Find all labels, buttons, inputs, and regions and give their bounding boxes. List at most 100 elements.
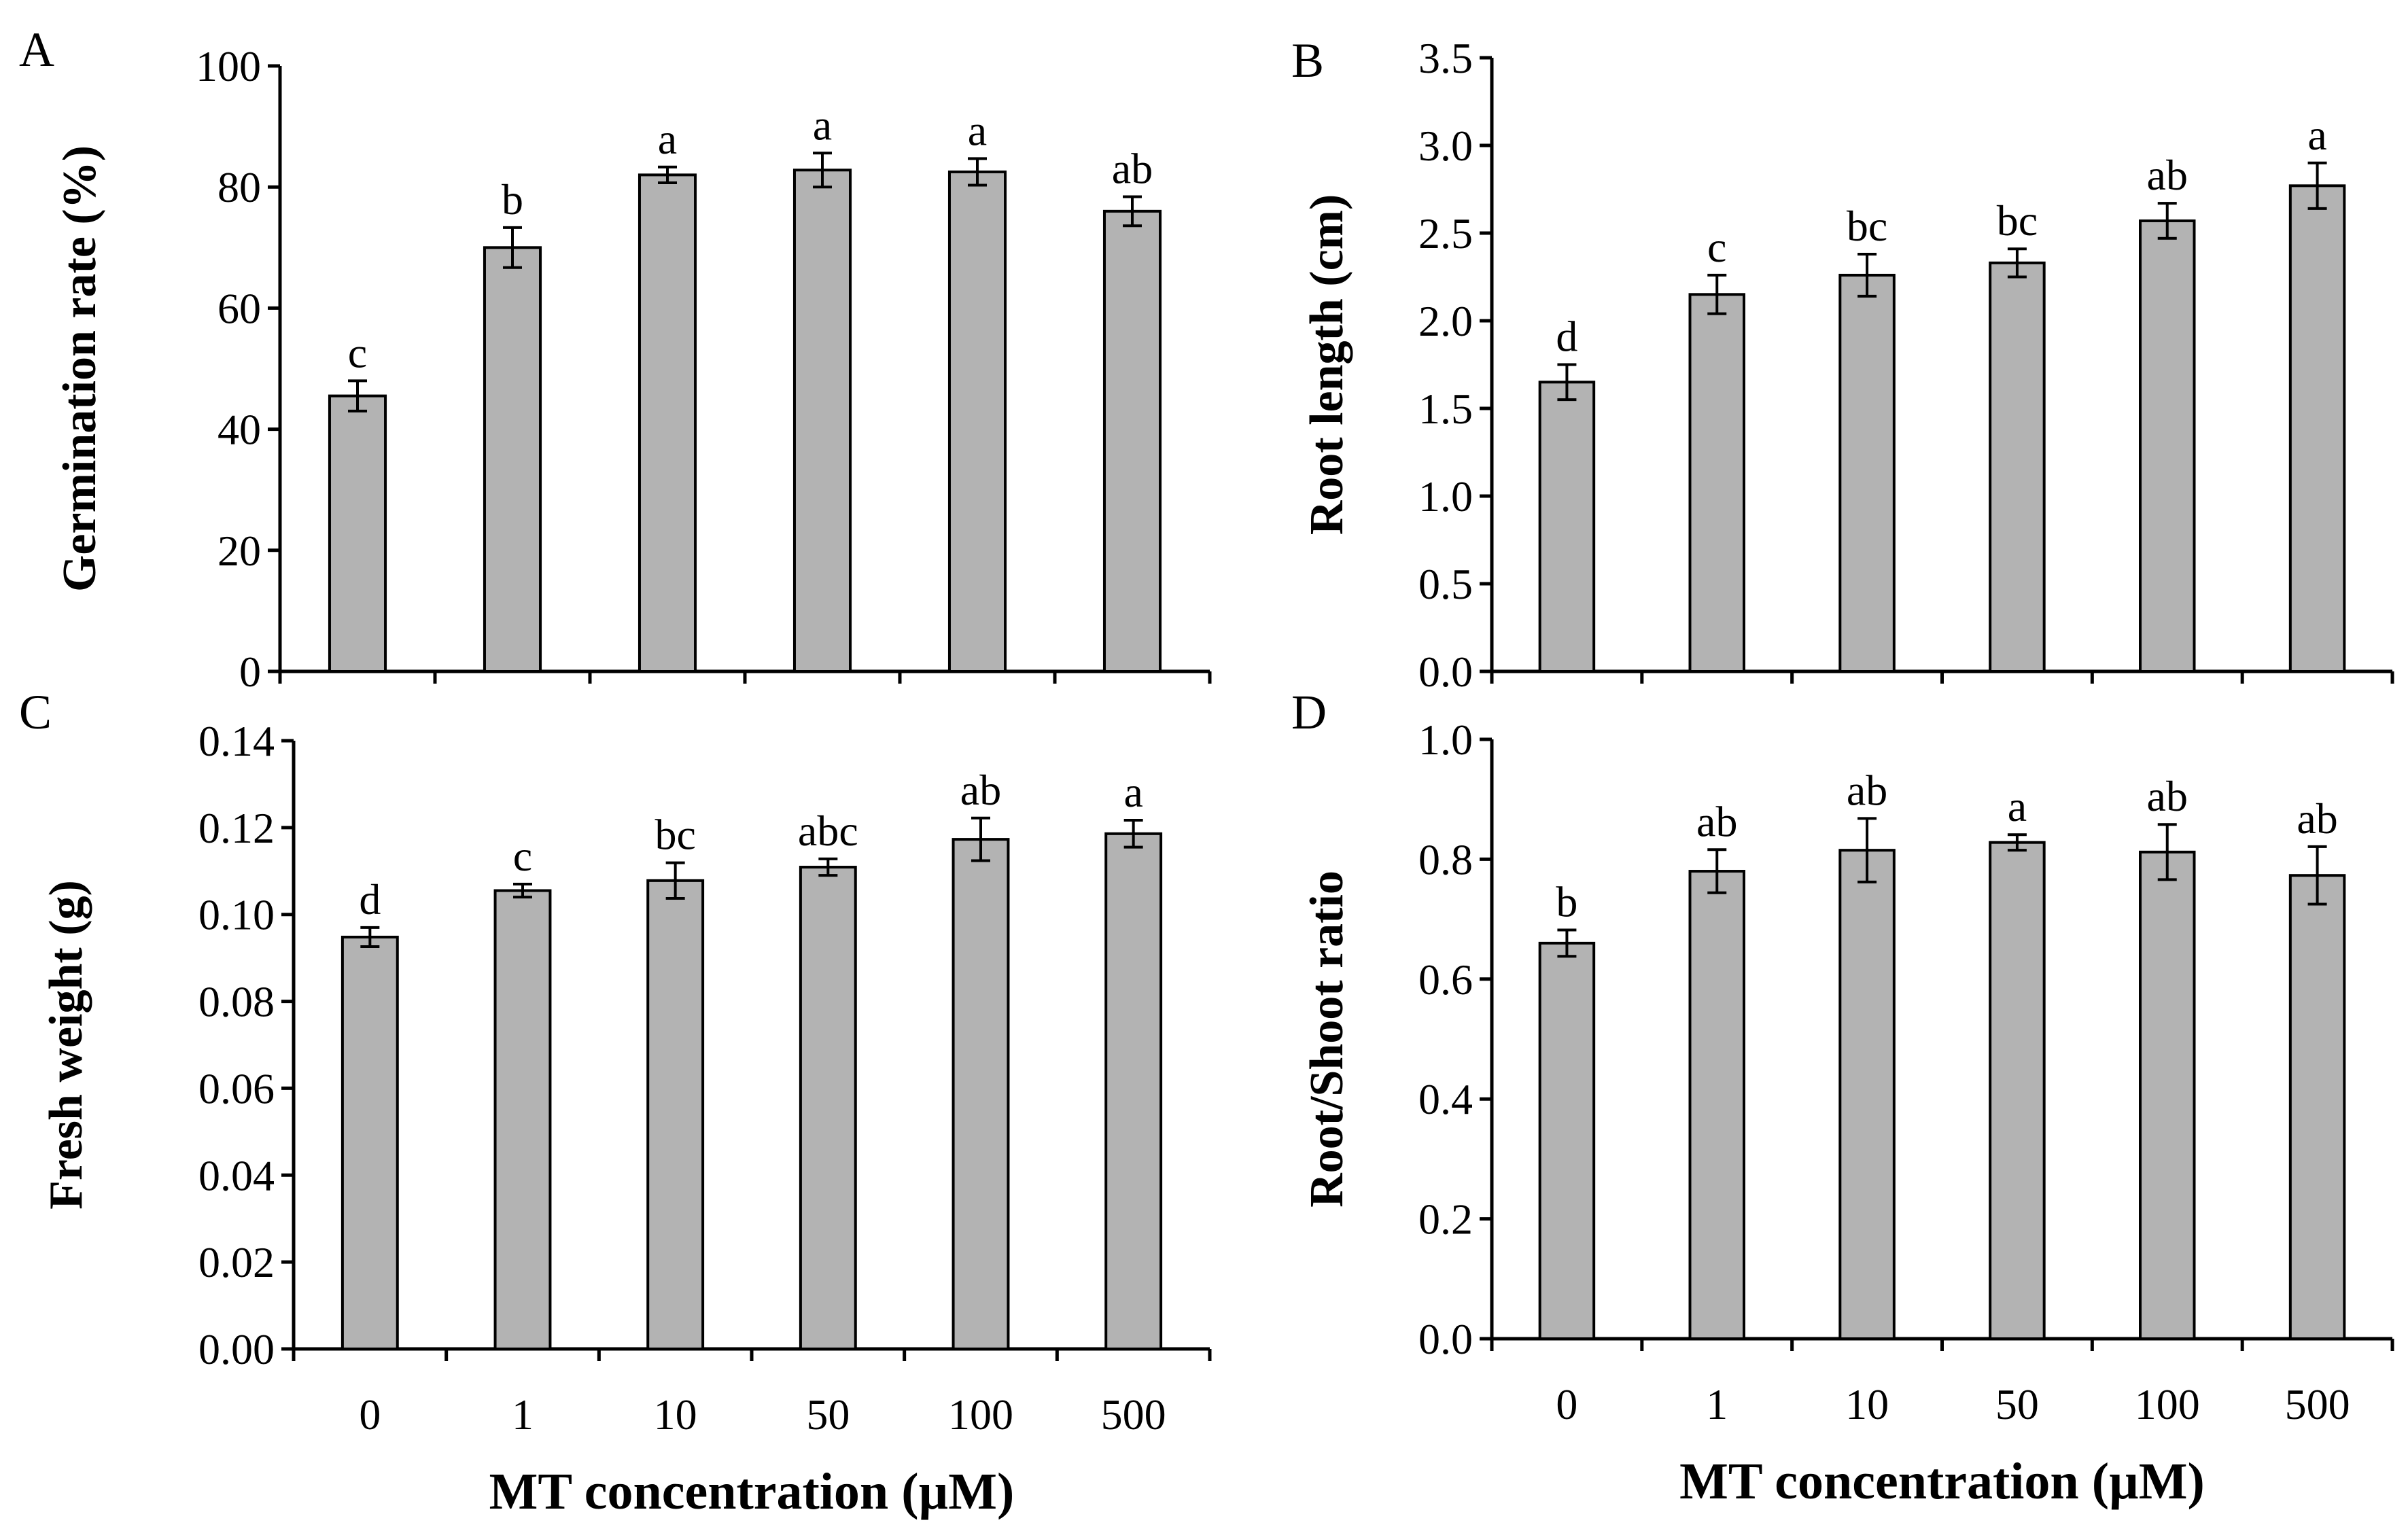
bar (638, 173, 697, 673)
y-tick-label: 0.2 (1418, 1195, 1473, 1244)
significance-label: b (1556, 877, 1577, 926)
significance-label: a (658, 115, 677, 163)
y-tick-label: 0.00 (198, 1325, 275, 1373)
x-axis-label: MT concentration (µM) (489, 1463, 1015, 1520)
significance-label: bc (655, 811, 695, 859)
x-tick-label: 1 (512, 1390, 534, 1439)
bar (2288, 874, 2346, 1340)
x-tick-label: 50 (1995, 1380, 2039, 1428)
x-tick-label: 100 (948, 1390, 1013, 1439)
bar (947, 170, 1007, 673)
x-axis-label: MT concentration (µM) (1679, 1453, 2205, 1510)
bar (341, 935, 399, 1350)
y-tick-label: 60 (217, 284, 261, 332)
bar (792, 169, 852, 673)
y-tick-label: 0.8 (1418, 835, 1473, 883)
y-tick-label: 1.0 (1418, 472, 1473, 521)
significance-label: bc (1997, 196, 2038, 245)
y-tick-label: 80 (217, 163, 261, 211)
x-tick-label: 500 (1101, 1390, 1166, 1439)
significance-label: c (1707, 223, 1726, 271)
bar (2288, 184, 2346, 673)
bar (1104, 832, 1163, 1350)
y-tick-label: 0.12 (198, 804, 275, 852)
significance-label: c (513, 832, 532, 880)
y-tick-label: 0.14 (198, 717, 275, 765)
significance-label: a (1123, 768, 1142, 816)
x-tick-label: 0 (1556, 1380, 1577, 1428)
y-tick-label: 1.0 (1418, 716, 1473, 764)
panel-letter: D (1291, 685, 1327, 739)
significance-label: d (359, 875, 381, 924)
panel-a: A 0 20 40 60 80 100 Germination rate (%) c b a a a ab (19, 22, 1212, 696)
y-tick-label: 2.0 (1418, 297, 1473, 345)
panel-letter: B (1291, 33, 1324, 88)
bar (1838, 273, 1896, 673)
x-tick-label: 1 (1706, 1380, 1728, 1428)
significance-label: ab (2147, 772, 2188, 820)
bar (952, 838, 1010, 1350)
x-tick-label: 50 (806, 1390, 850, 1439)
bar (1989, 261, 2046, 673)
significance-label: a (2307, 111, 2326, 159)
bar (1989, 841, 2046, 1340)
bar (328, 394, 387, 673)
y-tick-label: 0.06 (198, 1064, 275, 1112)
x-tick-label: 0 (359, 1390, 381, 1439)
significance-label: c (348, 328, 367, 376)
x-tick-label: 10 (1845, 1380, 1889, 1428)
significance-label: ab (1112, 144, 1153, 192)
x-tick-label: 10 (654, 1390, 697, 1439)
bar (1102, 209, 1162, 673)
significance-label: b (502, 175, 523, 224)
y-tick-label: 0.08 (198, 978, 275, 1026)
significance-label: ab (1847, 766, 1887, 814)
y-tick-label: 0.02 (198, 1238, 275, 1286)
y-tick-label: 40 (217, 406, 261, 454)
y-tick-label: 0.10 (198, 891, 275, 939)
bar (1538, 381, 1596, 673)
y-tick-label: 0.04 (198, 1151, 275, 1199)
significance-label: ab (2297, 794, 2337, 843)
y-tick-label: 0.0 (1418, 1315, 1473, 1363)
y-tick-label: 0.4 (1418, 1075, 1473, 1123)
y-tick-label: 20 (217, 527, 261, 575)
bar (646, 879, 705, 1350)
y-axis-label: Germination rate (%) (54, 145, 106, 592)
significance-label: ab (2147, 151, 2188, 199)
y-tick-label: 100 (196, 42, 261, 90)
bar (2139, 219, 2196, 673)
bar (493, 889, 552, 1350)
panel-b: B 0.0 0.5 1.0 1.5 2.0 2.5 3.0 3.5 Root length (cm… (1291, 33, 2394, 696)
bar (1538, 941, 1596, 1340)
y-tick-label: 3.0 (1418, 122, 1473, 170)
significance-label: a (968, 106, 987, 154)
panel-letter: A (19, 22, 54, 77)
bar (799, 866, 857, 1350)
x-tick-label: 100 (2135, 1380, 2200, 1428)
bar (1688, 293, 1745, 673)
y-tick-label: 2.5 (1418, 209, 1473, 258)
panel-d: D 0.0 0.2 0.4 0.6 0.8 1.0 Root/Shoot ratio b 0 ab 1… (1291, 685, 2394, 1510)
bar (1688, 870, 1745, 1341)
significance-label: a (813, 101, 832, 149)
significance-label: abc (798, 807, 858, 855)
bar (483, 246, 542, 673)
y-axis-label: Root/Shoot ratio (1301, 871, 1353, 1208)
x-tick-label: 500 (2285, 1380, 2350, 1428)
y-axis-label: Fresh weight (g) (40, 880, 92, 1210)
significance-label: d (1556, 313, 1577, 361)
significance-label: ab (1696, 797, 1737, 845)
significance-label: ab (960, 766, 1001, 814)
y-tick-label: 0.0 (1418, 648, 1473, 696)
significance-label: a (2008, 782, 2027, 830)
bar (2139, 850, 2196, 1341)
y-tick-label: 3.5 (1418, 34, 1473, 82)
y-tick-label: 0 (239, 648, 261, 696)
panel-c: C 0.00 0.02 0.04 0.06 0.08 0.10 0.12 0.14 Fresh w… (19, 685, 1212, 1520)
y-tick-label: 0.5 (1418, 560, 1473, 608)
y-tick-label: 0.6 (1418, 955, 1473, 1004)
bar (1838, 849, 1896, 1341)
significance-label: bc (1847, 202, 1887, 250)
